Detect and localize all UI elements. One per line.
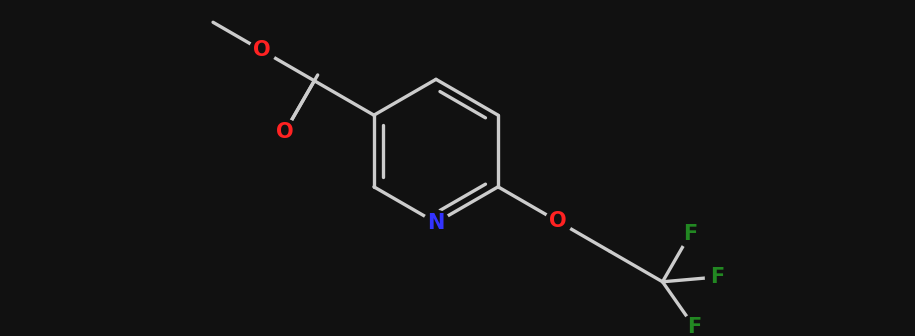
Text: O: O [276, 122, 294, 142]
Text: N: N [427, 213, 445, 233]
Text: O: O [253, 40, 271, 60]
Text: F: F [684, 224, 697, 244]
Text: F: F [711, 267, 725, 287]
Text: O: O [549, 211, 566, 231]
Text: F: F [687, 317, 702, 336]
